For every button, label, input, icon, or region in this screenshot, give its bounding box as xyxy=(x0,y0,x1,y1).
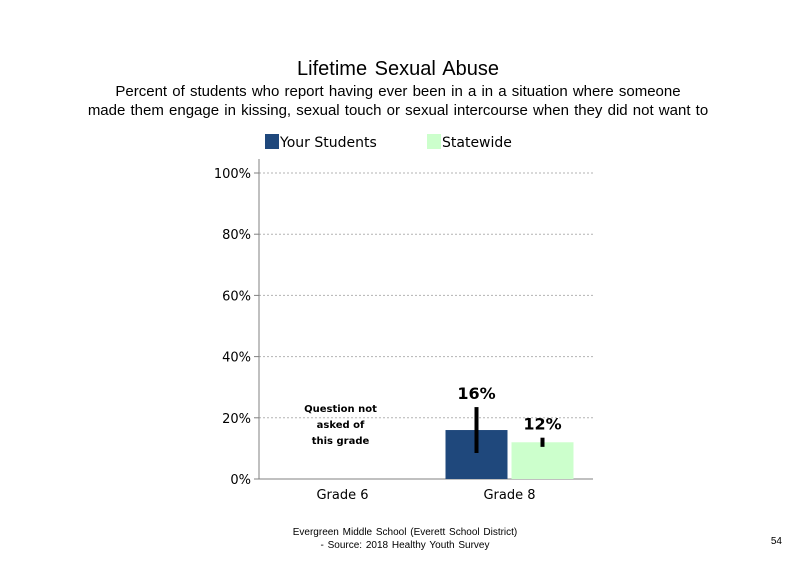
bar-1-1 xyxy=(511,442,574,479)
footer-source: - Source: 2018 Healthy Youth Survey xyxy=(320,540,490,551)
chart-subtitle: Percent of students who report having ev… xyxy=(0,82,796,120)
footer: Evergreen Middle School (Everett School … xyxy=(190,526,620,552)
page-number: 54 xyxy=(770,536,782,547)
subtitle-line-1: Percent of students who report having ev… xyxy=(115,83,681,100)
data-label-0-1: 16% xyxy=(457,384,495,403)
y-tick-label-3: 60% xyxy=(222,289,251,304)
annotation-0-line-2: this grade xyxy=(312,436,370,447)
x-tick-label-0: Grade 6 xyxy=(316,488,368,503)
data-label-1-1: 12% xyxy=(523,415,561,434)
subtitle-line-2: made them engage in kissing, sexual touc… xyxy=(87,102,709,119)
y-tick-label-4: 80% xyxy=(222,228,251,243)
x-tick-label-1: Grade 8 xyxy=(483,488,535,503)
legend-swatch-1 xyxy=(427,134,441,149)
y-tick-label-5: 100% xyxy=(214,167,251,182)
y-tick-label-2: 40% xyxy=(222,351,251,366)
legend-label-0: Your Students xyxy=(279,135,377,151)
annotation-0-line-0: Question not xyxy=(304,404,377,415)
annotation-0-line-1: asked of xyxy=(317,420,365,431)
footer-school: Evergreen Middle School (Everett School … xyxy=(292,527,518,538)
chart-title: Lifetime Sexual Abuse xyxy=(297,58,499,80)
y-tick-label-0: 0% xyxy=(230,473,251,488)
legend-swatch-0 xyxy=(265,134,279,149)
legend-label-1: Statewide xyxy=(442,135,512,151)
y-tick-label-1: 20% xyxy=(222,412,251,427)
